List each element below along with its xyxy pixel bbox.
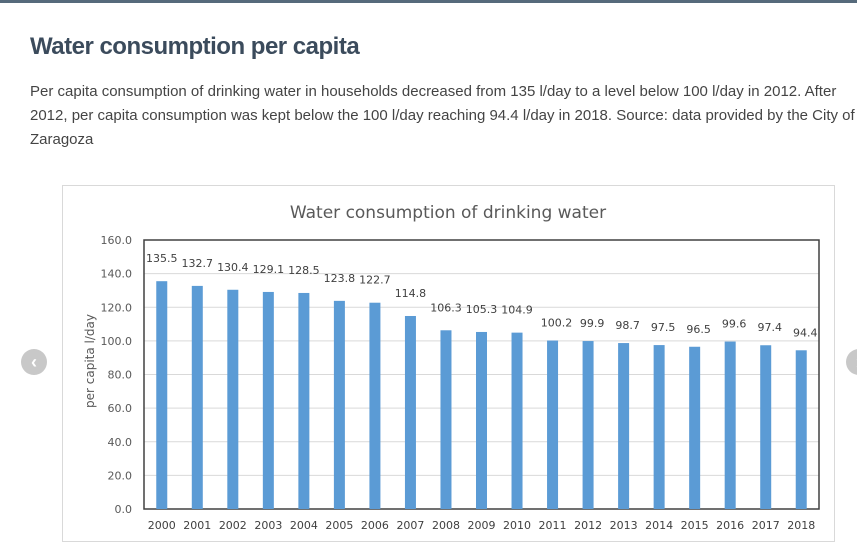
x-tick-label: 2007 [396,519,424,532]
y-tick-label: 140.0 [101,268,133,281]
x-tick-label: 2008 [432,519,460,532]
data-label: 98.7 [615,319,640,332]
y-tick-label: 40.0 [108,436,133,449]
chart-title: Water consumption of drinking water [290,203,606,223]
bar [369,302,381,509]
data-label: 99.6 [722,318,747,331]
bar [262,291,274,509]
x-tick-label: 2002 [219,519,247,532]
data-label: 100.2 [541,317,573,330]
x-tick-label: 2006 [361,519,389,532]
x-tick-label: 2011 [539,519,567,532]
x-tick-label: 2012 [574,519,602,532]
bar [511,332,523,509]
y-tick-label: 80.0 [108,369,133,382]
page-description: Per capita consumption of drinking water… [30,83,855,148]
bar [404,315,416,509]
data-label: 132.7 [182,257,214,270]
bar [582,341,594,509]
x-tick-label: 2004 [290,519,318,532]
data-label: 129.1 [253,263,285,276]
bar [191,285,203,509]
x-tick-label: 2009 [468,519,496,532]
x-tick-label: 2016 [716,519,744,532]
bar [298,292,310,509]
y-tick-label: 120.0 [101,301,133,314]
x-tick-label: 2015 [681,519,709,532]
x-tick-label: 2000 [148,519,176,532]
bar [760,345,772,509]
bar [333,300,345,509]
data-label: 104.9 [501,304,533,317]
data-label: 135.5 [146,252,178,265]
y-axis-label: per capita l/day [83,314,97,408]
chart-container: Water consumption of drinking water per … [62,185,835,542]
bar [440,330,452,509]
y-tick-label: 60.0 [108,402,133,415]
data-label: 105.3 [466,303,498,316]
x-tick-label: 2018 [787,519,815,532]
bar-chart: Water consumption of drinking water per … [83,203,820,532]
x-tick-label: 2013 [610,519,638,532]
x-tick-label: 2001 [183,519,211,532]
data-label: 114.8 [395,287,427,300]
data-label: 106.3 [430,301,462,314]
data-label: 130.4 [217,261,249,274]
chevron-right-icon[interactable]: › [846,349,857,375]
data-label: 122.7 [359,274,391,287]
page-title: Water consumption per capita [30,33,360,60]
bar [795,350,807,509]
y-tick-label: 100.0 [101,335,133,348]
data-label: 96.5 [686,323,711,336]
y-tick-label: 160.0 [101,234,133,247]
data-label: 128.5 [288,264,320,277]
x-tick-label: 2005 [325,519,353,532]
x-tick-label: 2010 [503,519,531,532]
bar [653,345,665,509]
x-tick-label: 2014 [645,519,673,532]
chevron-left-icon[interactable]: ‹ [21,349,47,375]
bar [724,341,736,509]
bar [618,343,630,509]
data-label: 99.9 [580,317,605,330]
x-tick-label: 2003 [254,519,282,532]
bar [547,340,559,509]
bar [689,346,701,509]
y-tick-label: 0.0 [115,503,133,516]
y-tick-label: 20.0 [108,469,133,482]
bar [476,331,487,509]
data-label: 97.5 [651,321,676,334]
x-tick-label: 2017 [752,519,780,532]
top-bar [0,0,857,3]
data-label: 97.4 [757,321,782,334]
data-label: 94.4 [793,326,818,339]
bar [227,289,239,509]
bar [156,281,168,509]
data-label: 123.8 [324,272,356,285]
